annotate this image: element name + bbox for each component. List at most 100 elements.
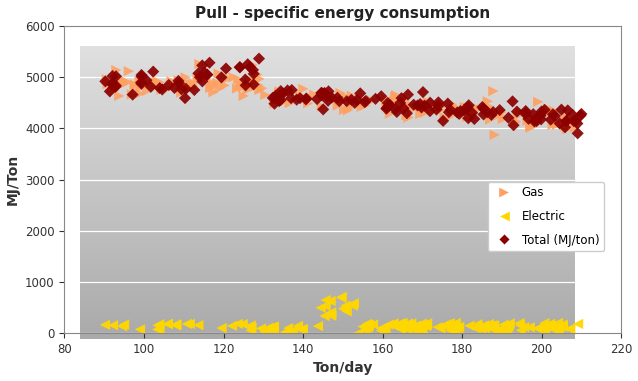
Gas [358, 98, 368, 104]
Gas [135, 91, 145, 97]
Total (MJ/ton) [396, 95, 406, 101]
Electric [436, 325, 446, 331]
Total (MJ/ton) [523, 116, 533, 122]
Total (MJ/ton) [443, 101, 453, 107]
Total (MJ/ton) [108, 80, 118, 86]
Electric [449, 327, 459, 333]
Total (MJ/ton) [235, 64, 245, 70]
Total (MJ/ton) [216, 74, 226, 80]
Gas [278, 99, 288, 105]
Electric [135, 326, 145, 332]
Electric [480, 325, 490, 331]
Total (MJ/ton) [136, 79, 146, 85]
Electric [184, 321, 195, 327]
Total (MJ/ton) [535, 113, 545, 119]
Electric [403, 324, 413, 330]
Gas [333, 102, 343, 109]
Total (MJ/ton) [461, 106, 471, 112]
Total (MJ/ton) [195, 74, 205, 80]
Total (MJ/ton) [148, 69, 158, 75]
Gas [249, 78, 260, 85]
Electric [558, 324, 568, 330]
Total (MJ/ton) [452, 109, 463, 115]
Total (MJ/ton) [181, 86, 191, 92]
Gas [284, 90, 294, 96]
Gas [156, 83, 167, 90]
Total (MJ/ton) [548, 111, 558, 117]
Total (MJ/ton) [575, 112, 586, 118]
Electric [313, 323, 323, 329]
Total (MJ/ton) [360, 99, 370, 105]
Total (MJ/ton) [537, 109, 547, 115]
Gas [154, 79, 165, 85]
Total (MJ/ton) [154, 85, 165, 91]
Total (MJ/ton) [346, 97, 357, 103]
Total (MJ/ton) [454, 111, 464, 117]
Total (MJ/ton) [512, 109, 522, 115]
Gas [176, 90, 186, 96]
Electric [336, 295, 346, 301]
Electric [403, 320, 413, 327]
Gas [317, 103, 327, 109]
Total (MJ/ton) [540, 107, 550, 113]
Total (MJ/ton) [395, 100, 405, 106]
Electric [256, 325, 266, 331]
Electric [478, 323, 489, 329]
Total (MJ/ton) [334, 98, 345, 104]
Electric [364, 322, 374, 328]
Gas [382, 97, 392, 103]
Total (MJ/ton) [174, 78, 184, 84]
Total (MJ/ton) [371, 96, 381, 102]
Electric [337, 294, 347, 300]
Total (MJ/ton) [271, 93, 281, 99]
Electric [182, 321, 192, 327]
Electric [392, 323, 402, 329]
Gas [339, 107, 349, 113]
Total (MJ/ton) [269, 101, 279, 107]
Gas [214, 85, 225, 91]
Gas [407, 106, 417, 112]
Electric [108, 322, 118, 328]
Electric [411, 323, 421, 329]
Total (MJ/ton) [415, 101, 426, 107]
Total (MJ/ton) [316, 90, 327, 96]
Total (MJ/ton) [320, 90, 330, 96]
Electric [422, 320, 433, 327]
Total (MJ/ton) [341, 98, 352, 104]
Total (MJ/ton) [438, 118, 449, 124]
Electric [338, 306, 348, 312]
Gas [188, 83, 198, 89]
Total (MJ/ton) [268, 95, 278, 101]
Gas [274, 90, 284, 96]
Electric [387, 322, 397, 328]
Total (MJ/ton) [197, 78, 207, 85]
Gas [238, 84, 248, 90]
Gas [186, 85, 196, 91]
Gas [188, 80, 198, 86]
Gas [496, 109, 507, 115]
Total (MJ/ton) [276, 97, 286, 103]
Electric [503, 324, 514, 330]
Total (MJ/ton) [431, 106, 441, 112]
Total (MJ/ton) [107, 73, 117, 79]
Electric [485, 324, 495, 330]
Gas [214, 70, 224, 77]
Gas [156, 86, 167, 93]
Total (MJ/ton) [322, 93, 332, 99]
Total (MJ/ton) [419, 102, 429, 109]
Total (MJ/ton) [200, 70, 210, 76]
Electric [380, 327, 390, 333]
Gas [166, 82, 176, 88]
Gas [357, 104, 367, 110]
Gas [391, 92, 401, 98]
Electric [533, 325, 543, 331]
Gas [165, 85, 175, 91]
Gas [440, 114, 450, 120]
Total (MJ/ton) [572, 130, 582, 136]
Total (MJ/ton) [425, 108, 435, 114]
Total (MJ/ton) [204, 60, 214, 66]
Gas [232, 85, 242, 91]
Gas [494, 112, 505, 118]
Total (MJ/ton) [503, 115, 514, 121]
Total (MJ/ton) [531, 118, 542, 124]
